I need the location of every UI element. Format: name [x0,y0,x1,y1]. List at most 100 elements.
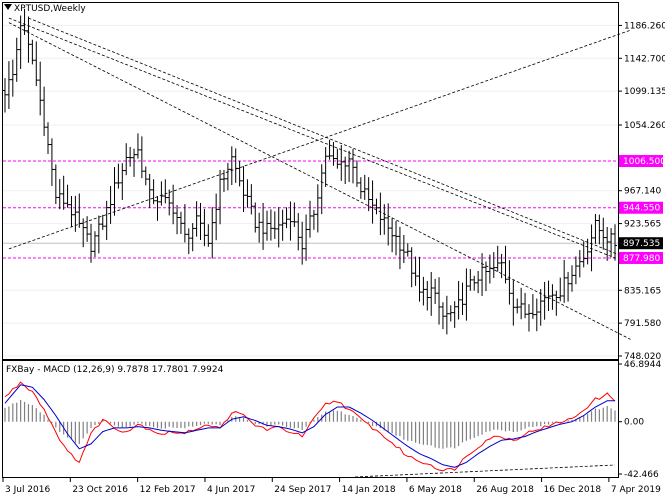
ohlc-bar [444,295,449,335]
ohlc-bar [382,204,387,235]
level-tag [619,251,663,264]
time-tick-label: 26 Aug 2018 [476,485,534,495]
price-tick-label: 967.140 [624,187,661,197]
ohlc-bar [480,253,485,297]
ohlc-bar [456,280,461,320]
ohlc-bar [558,277,563,302]
ohlc-bar [257,212,262,243]
macd-trend-line [354,464,616,478]
ohlc-bar [519,287,524,320]
ohlc-bar [499,253,504,279]
ohlc-bar [609,228,614,258]
macd-panel-frame [2,360,619,478]
ohlc-bar [253,202,258,233]
ohlc-bar [237,160,242,187]
chevron-down-icon[interactable] [4,4,12,10]
ohlc-bar [96,215,101,254]
ohlc-bar [116,163,121,189]
level-tag-label: 877.980 [623,254,660,264]
ohlc-bar [394,220,399,256]
ohlc-bar [374,198,379,215]
ohlc-bar [61,175,66,210]
ohlc-bar [526,304,531,332]
ohlc-bar [397,226,402,270]
ohlc-bar [538,289,543,326]
ohlc-bar [413,256,418,286]
ohlc-bar [476,270,481,294]
ohlc-bar [597,214,602,245]
ohlc-bar [433,278,438,304]
ohlc-bar [18,15,23,69]
macd-lines [4,381,616,472]
macd-axis: 46.8944 0.00 -42.466 [618,360,661,480]
ohlc-bar [589,224,594,272]
ohlc-bar [585,238,590,265]
ohlc-bar [573,256,578,285]
ohlc-bar [77,193,82,228]
ohlc-bar [452,301,457,328]
gridlines [3,24,618,357]
ohlc-bar [112,167,117,216]
chart-title[interactable]: XPTUSD,Weekly [4,4,86,14]
level-tag [619,155,663,168]
ohlc-bar [417,256,422,302]
time-tick-label: 12 Feb 2017 [140,485,196,495]
ohlc-bar [151,179,156,205]
ohlc-bar [268,209,273,241]
current-price-tag [619,237,663,250]
ohlc-bar [34,41,39,87]
price-tick-label: 1142.700 [624,54,665,64]
ohlc-bar [483,261,488,292]
ohlc-bar [108,186,113,224]
ohlc-bar [319,164,324,215]
time-tick-label: 3 Jul 2016 [5,485,50,495]
ohlc-bar [30,39,35,65]
ohlc-bar [42,86,47,136]
ohlc-bar [264,210,269,241]
ohlc-bar [546,280,551,312]
symbol-label: XPTUSD,Weekly [14,4,86,14]
macd-tick-label: -42.466 [624,470,659,480]
ohlc-bar [57,179,62,210]
ohlc-bar [100,214,105,230]
ohlc-bar [190,223,195,252]
ohlc-bar [335,148,340,169]
price-tick-label: 1054.260 [624,121,665,131]
ohlc-bar [249,184,254,215]
time-tick-label: 7 Apr 2019 [611,485,661,495]
ohlc-bar [386,203,391,246]
ohlc-bar [534,298,539,332]
ohlc-bar [85,216,90,242]
ohlc-bar [69,195,74,227]
ohlc-bar [448,305,453,322]
signal-line [4,384,615,468]
ohlc-bar [175,205,180,235]
ohlc-bar [171,184,176,225]
ohlc-bar [491,252,496,278]
level-tag [619,201,663,214]
price-bars [3,8,617,335]
ohlc-bar [390,217,395,253]
ohlc-bar [132,148,137,177]
ohlc-bar [210,207,215,259]
ohlc-bar [315,184,320,233]
ohlc-bar [613,224,617,261]
ohlc-bar [6,61,11,110]
ohlc-bar [139,136,144,179]
ohlc-bar [562,259,567,303]
ohlc-bar [347,150,352,183]
ohlc-bar [421,276,426,306]
ohlc-bar [593,213,598,244]
ohlc-bar [569,265,574,292]
ohlc-bar [206,224,211,247]
ohlc-bar [511,280,516,326]
ohlc-bar [308,200,312,238]
ohlc-bar [120,163,125,200]
ohlc-bar [280,209,285,241]
ohlc-bar [147,173,152,208]
ohlc-bar [14,37,19,82]
ohlc-bar [401,235,406,264]
time-tick-label: 4 Jun 2017 [207,485,255,495]
